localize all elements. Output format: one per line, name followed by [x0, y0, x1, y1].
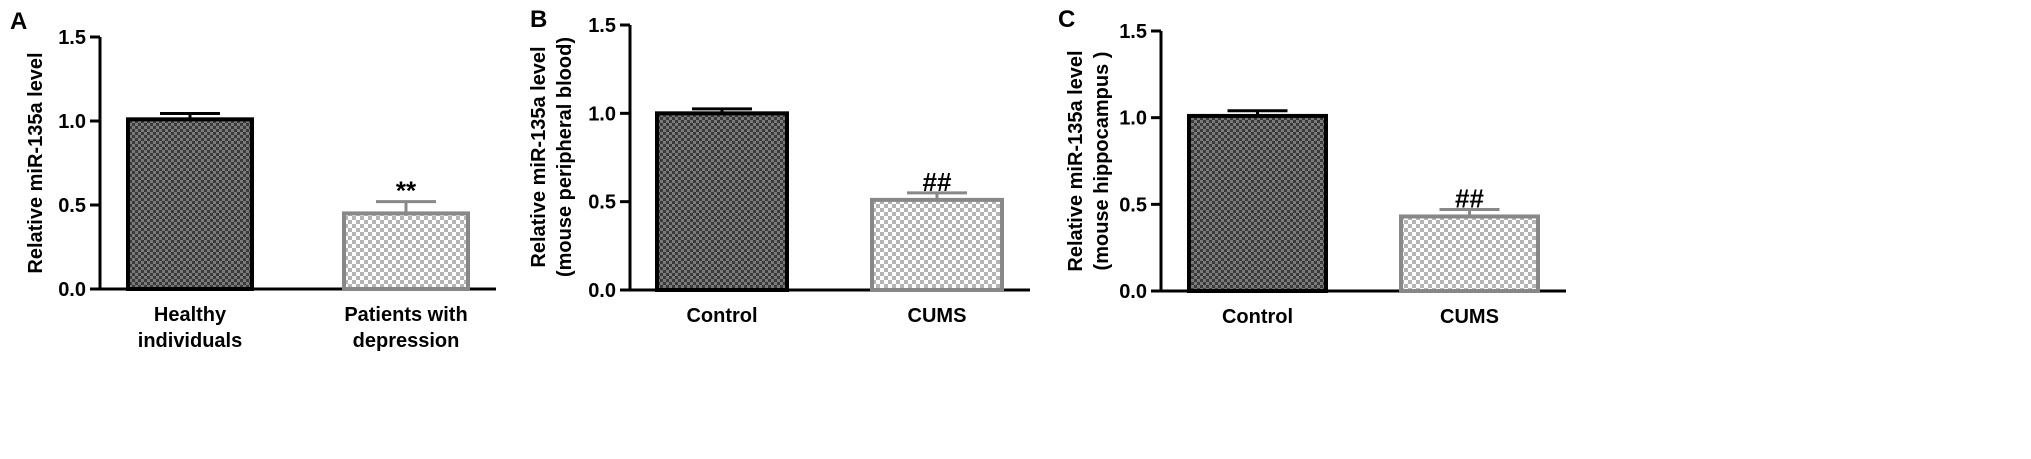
bar — [342, 211, 470, 291]
y-axis-label-line: Relative miR-135a level — [25, 52, 47, 273]
x-tick-label: Control — [686, 305, 757, 327]
y-axis-label: Relative miR-135a level — [25, 52, 47, 273]
panel-b: B 0.0 0.5 1.0 1.5 Relative miR-135a level (mou… — [528, 6, 1030, 327]
y-tick-label: 0.5 — [1119, 194, 1147, 216]
significance-marker: ** — [396, 176, 417, 206]
x-tick-label: CUMS — [1440, 306, 1499, 328]
y-tick-label: 0.5 — [588, 192, 616, 214]
x-tick-label: Patients with — [344, 304, 467, 326]
panel-a: A 0.0 0.5 1.0 1.5 Relative miR-135a level Heal… — [10, 8, 496, 352]
bar — [1399, 214, 1540, 293]
y-axis-label: Relative miR-135a level (mouse hippocampu… — [1065, 50, 1113, 271]
significance-marker: ## — [923, 167, 952, 197]
panel-label: B — [530, 6, 547, 33]
y-tick-label: 1.5 — [1119, 21, 1147, 43]
y-tick-label: 1.5 — [588, 15, 616, 37]
bar — [870, 197, 1004, 292]
bar — [126, 117, 254, 291]
x-tick-label: Healthy — [154, 304, 227, 326]
significance-marker: ## — [1455, 184, 1484, 214]
y-tick-label: 1.0 — [1119, 108, 1147, 130]
panel-label: C — [1058, 6, 1075, 33]
y-tick-label: 0.5 — [58, 195, 86, 217]
panel-c: C 0.0 0.5 1.0 1.5 Relative miR-135a level (mou… — [1058, 6, 1566, 328]
y-axis-label-line: Relative miR-135a level — [528, 46, 550, 267]
y-axis-label-line: (mouse peripheral blood) — [554, 37, 576, 277]
y-axis-label-line: (mouse hippocampus ) — [1091, 52, 1113, 271]
y-axis-label: Relative miR-135a level (mouse peripheral… — [528, 37, 576, 277]
x-tick-label: CUMS — [908, 305, 967, 327]
y-tick-label: 0.0 — [1119, 281, 1147, 303]
y-tick-label: 1.5 — [58, 27, 86, 49]
y-tick-label: 0.0 — [588, 280, 616, 302]
x-tick-label: depression — [353, 330, 460, 352]
x-tick-label: individuals — [138, 330, 242, 352]
bar — [655, 111, 789, 293]
y-axis-label-line: Relative miR-135a level — [1065, 50, 1087, 271]
panel-label: A — [10, 8, 27, 35]
y-tick-label: 1.0 — [58, 111, 86, 133]
y-tick-label: 0.0 — [58, 279, 86, 301]
x-tick-label: Control — [1222, 306, 1293, 328]
bar — [1187, 113, 1328, 293]
y-tick-label: 1.0 — [588, 103, 616, 125]
